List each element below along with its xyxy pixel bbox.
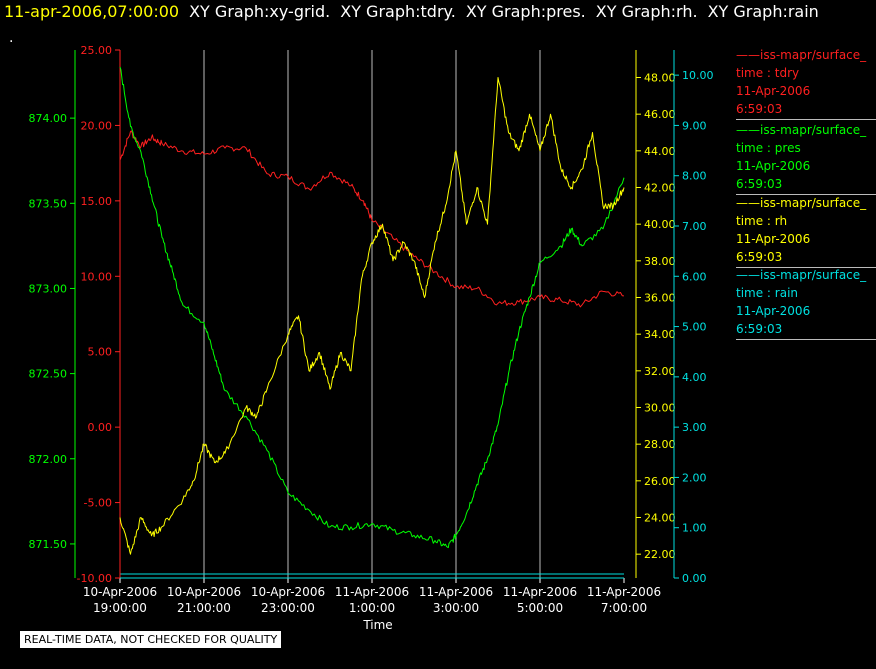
- y-tick-label-pres: 873.50: [29, 197, 68, 210]
- y-tick-label-rh: 32.00: [644, 365, 676, 378]
- series-line-tdry: [119, 130, 625, 308]
- y-tick-label-rh: 26.00: [644, 475, 676, 488]
- x-tick-label-date: 11-Apr-2006: [335, 585, 409, 599]
- graph-title-rain: XY Graph:rain: [707, 2, 819, 21]
- x-tick-label-date: 11-Apr-2006: [419, 585, 493, 599]
- legend-field: time : pres: [736, 141, 801, 155]
- x-tick-label-time: 3:00:00: [433, 601, 479, 615]
- x-tick-label-time: 5:00:00: [517, 601, 563, 615]
- grid-layer: [120, 50, 624, 578]
- y-tick-label-rain: 4.00: [682, 371, 707, 384]
- x-tick-label-date: 10-Apr-2006: [83, 585, 157, 599]
- legend-entry-rain: ——iss-mapr/surface_ time : rain 11-Apr-2…: [736, 266, 876, 340]
- x-tick-label-date: 10-Apr-2006: [251, 585, 325, 599]
- y-tick-label-rh: 34.00: [644, 328, 676, 341]
- legend-time: 6:59:03: [736, 322, 783, 336]
- y-tick-label-rain: 0.00: [682, 572, 707, 585]
- x-tick-label-time: 1:00:00: [349, 601, 395, 615]
- legend-entry-tdry: ——iss-mapr/surface_ time : tdry 11-Apr-2…: [736, 46, 876, 120]
- legend-date: 11-Apr-2006: [736, 159, 811, 173]
- legend-field: time : tdry: [736, 66, 800, 80]
- legend-series-name: ——iss-mapr/surface_: [736, 268, 867, 282]
- legend-line-icon: ——: [736, 268, 760, 282]
- axes-layer: 10-Apr-2006 19:00:00 10-Apr-2006 21:00:00 10…: [29, 44, 714, 632]
- y-tick-label-pres: 872.50: [29, 368, 68, 381]
- y-tick-label-rh: 28.00: [644, 438, 676, 451]
- y-tick-label-pres: 872.00: [29, 453, 68, 466]
- y-tick-label-rain: 5.00: [682, 321, 707, 334]
- series-line-rh: [119, 77, 625, 555]
- legend-entry-pres: ——iss-mapr/surface_ time : pres 11-Apr-2…: [736, 121, 876, 195]
- y-tick-label-tdry: 10.00: [81, 270, 113, 283]
- series-line-pres: [119, 66, 625, 549]
- graph-title-tdry: XY Graph:tdry.: [340, 2, 456, 21]
- x-tick-label-time: 21:00:00: [177, 601, 231, 615]
- x-axis-label: Time: [362, 618, 392, 632]
- y-tick-label-rain: 3.00: [682, 421, 707, 434]
- y-tick-label-rh: 22.00: [644, 548, 676, 561]
- y-tick-label-rh: 38.00: [644, 255, 676, 268]
- y-tick-label-rain: 8.00: [682, 170, 707, 183]
- legend-date: 11-Apr-2006: [736, 232, 811, 246]
- legend-divider: [736, 267, 876, 268]
- legend-divider: [736, 339, 876, 340]
- legend-series-name: ——iss-mapr/surface_: [736, 196, 867, 210]
- y-tick-label-pres: 874.00: [29, 112, 68, 125]
- graph-title-pres: XY Graph:pres.: [465, 2, 586, 21]
- y-tick-label-rain: 10.00: [682, 69, 714, 82]
- y-tick-label-rain: 7.00: [682, 220, 707, 233]
- y-tick-label-tdry: 15.00: [81, 195, 113, 208]
- y-tick-label-rain: 2.00: [682, 471, 707, 484]
- series-layer: [119, 66, 625, 579]
- x-tick-label-date: 10-Apr-2006: [167, 585, 241, 599]
- legend-line-icon: ——: [736, 48, 760, 62]
- y-tick-label-tdry: -5.00: [84, 497, 112, 510]
- graph-title-xy-grid: XY Graph:xy-grid.: [189, 2, 331, 21]
- y-tick-label-pres: 871.50: [29, 538, 68, 551]
- y-tick-label-rh: 42.00: [644, 182, 676, 195]
- y-tick-label-tdry: 0.00: [88, 421, 113, 434]
- title-timestamp: 11-apr-2006,07:00:00: [4, 2, 180, 21]
- legend-line-icon: ——: [736, 196, 760, 210]
- legend-time: 6:59:03: [736, 102, 783, 116]
- y-tick-label-rh: 48.00: [644, 72, 676, 85]
- legend-entry-rh: ——iss-mapr/surface_ time : rh 11-Apr-200…: [736, 194, 876, 268]
- y-tick-label-tdry: 25.00: [81, 44, 113, 57]
- x-tick-label-time: 23:00:00: [261, 601, 315, 615]
- legend-field: time : rh: [736, 214, 788, 228]
- legend-time: 6:59:03: [736, 250, 783, 264]
- y-tick-label-rh: 30.00: [644, 402, 676, 415]
- y-tick-label-tdry: 5.00: [88, 346, 113, 359]
- y-tick-label-rh: 46.00: [644, 108, 676, 121]
- y-tick-label-pres: 873.00: [29, 282, 68, 295]
- x-tick-label-date: 11-Apr-2006: [587, 585, 661, 599]
- legend-date: 11-Apr-2006: [736, 84, 811, 98]
- legend-divider: [736, 119, 876, 120]
- y-tick-label-tdry: -10.00: [77, 572, 112, 585]
- legend-series-name: ——iss-mapr/surface_: [736, 123, 867, 137]
- x-tick-label-time: 19:00:00: [93, 601, 147, 615]
- y-tick-label-rh: 24.00: [644, 512, 676, 525]
- disclaimer-label: REAL-TIME DATA, NOT CHECKED FOR QUALITY: [20, 631, 282, 648]
- y-tick-label-rh: 40.00: [644, 218, 676, 231]
- legend-line-icon: ——: [736, 123, 760, 137]
- y-tick-label-rh: 36.00: [644, 292, 676, 305]
- graph-title-rh: XY Graph:rh.: [595, 2, 698, 21]
- window-title: 11-apr-2006,07:00:00 XY Graph:xy-grid. XY …: [4, 2, 819, 21]
- y-tick-label-rain: 9.00: [682, 119, 707, 132]
- y-tick-label-tdry: 20.00: [81, 119, 113, 132]
- legend-time: 6:59:03: [736, 177, 783, 191]
- legend-series-name: ——iss-mapr/surface_: [736, 48, 867, 62]
- legend-field: time : rain: [736, 286, 799, 300]
- legend-divider: [736, 194, 876, 195]
- y-tick-label-rh: 44.00: [644, 145, 676, 158]
- x-tick-label-time: 7:00:00: [601, 601, 647, 615]
- y-tick-label-rain: 1.00: [682, 522, 707, 535]
- x-tick-label-date: 11-Apr-2006: [503, 585, 577, 599]
- status-dot: .: [9, 30, 14, 46]
- y-tick-label-rain: 6.00: [682, 270, 707, 283]
- legend-date: 11-Apr-2006: [736, 304, 811, 318]
